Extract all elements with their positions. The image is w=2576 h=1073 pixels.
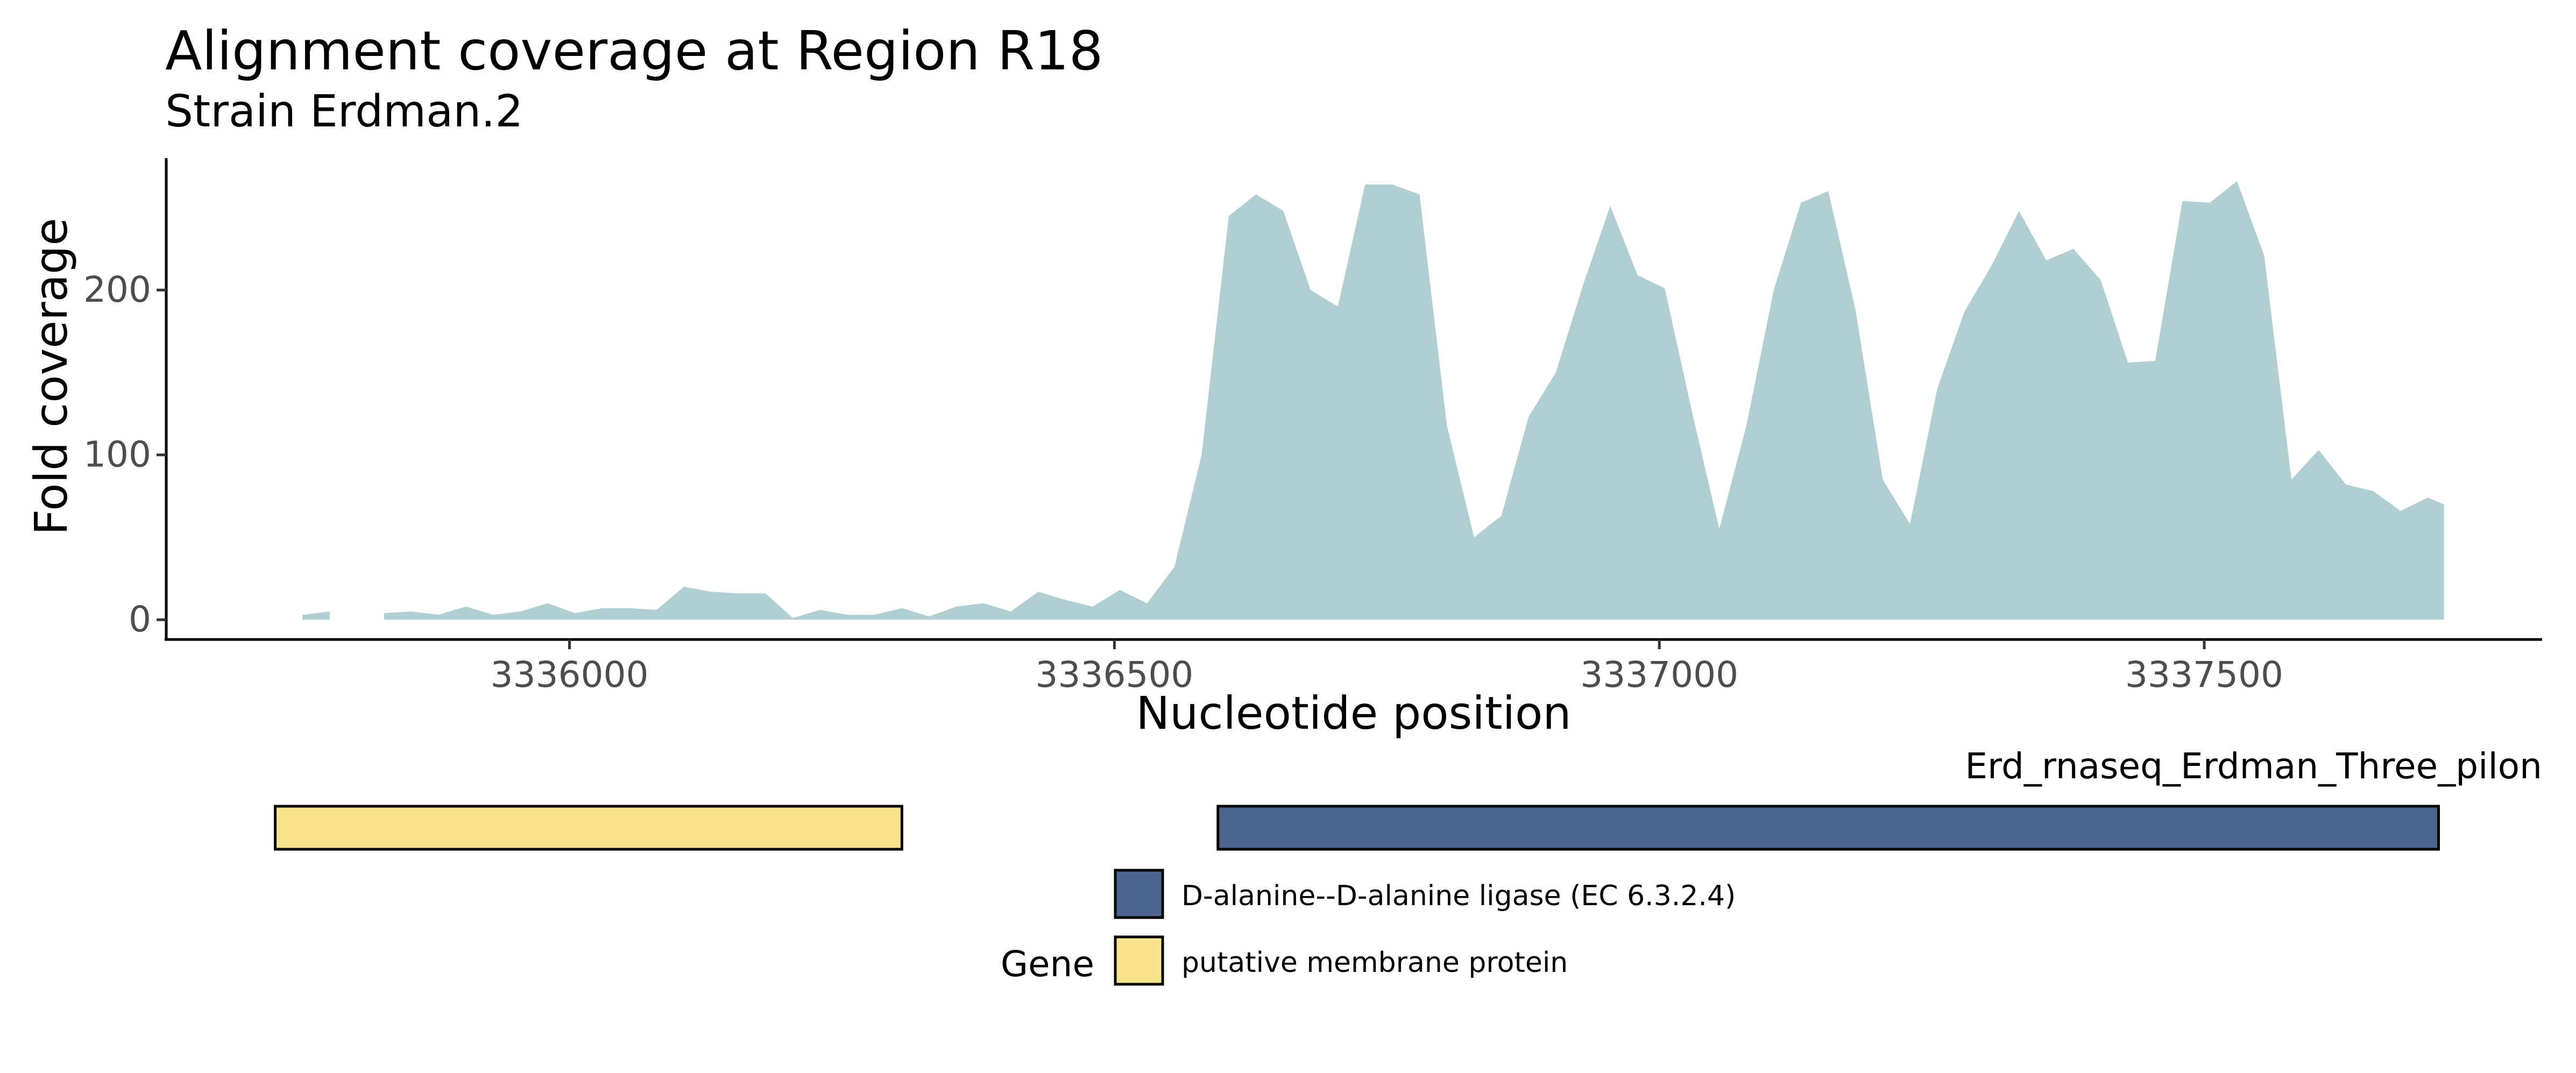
coverage-area-segment-2 <box>384 181 2444 620</box>
y-tick-label: 200 <box>83 269 151 310</box>
coverage-area-layer <box>302 181 2444 620</box>
coverage-area-segment-1 <box>302 611 330 620</box>
legend-title: Gene <box>1001 943 1094 985</box>
x-tick-label: 3336500 <box>1035 654 1193 695</box>
gene-bar <box>1216 805 2440 851</box>
legend-label: putative membrane protein <box>1181 947 1568 979</box>
x-tick-label: 3336000 <box>491 654 649 695</box>
y-axis-ticks: 0 100 200 <box>83 269 166 640</box>
gene-track <box>274 805 2440 851</box>
chart-subtitle: Strain Erdman.2 <box>165 86 523 137</box>
x-axis-label: Nucleotide position <box>1136 687 1571 740</box>
y-tick-label: 100 <box>83 434 151 475</box>
y-tick-label: 0 <box>129 599 151 640</box>
legend: D-alanine--D-alanine ligase (EC 6.3.2.4)… <box>1114 869 1736 986</box>
chart-title: Alignment coverage at Region R18 <box>165 19 1103 82</box>
legend-swatch <box>1114 869 1164 919</box>
legend-swatch <box>1114 935 1164 986</box>
y-axis-label: Fold coverage <box>25 218 77 535</box>
x-axis-ticks: 3336000 3336500 3337000 3337500 <box>491 639 2283 695</box>
x-tick-label: 3337500 <box>2125 654 2283 695</box>
legend-label: D-alanine--D-alanine ligase (EC 6.3.2.4) <box>1181 880 1736 912</box>
gene-bar <box>274 805 903 851</box>
x-tick-label: 3337000 <box>1580 654 1738 695</box>
gene-track-label: Erd_rnaseq_Erdman_Three_pilon <box>1965 745 2542 787</box>
